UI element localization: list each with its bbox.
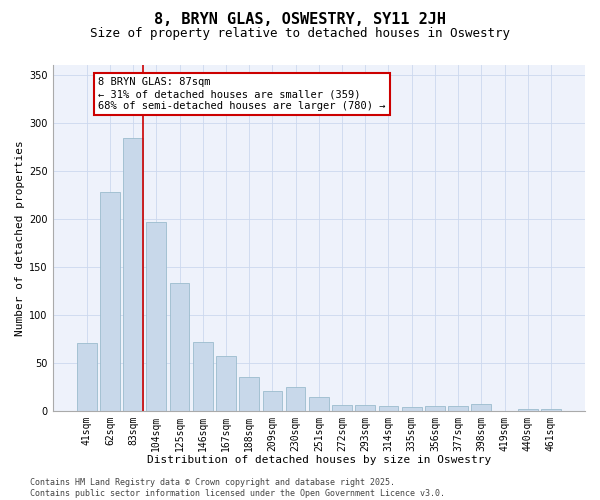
Bar xyxy=(355,405,375,410)
Bar xyxy=(309,398,329,410)
Bar xyxy=(286,386,305,410)
Bar xyxy=(541,409,561,410)
Y-axis label: Number of detached properties: Number of detached properties xyxy=(15,140,25,336)
Bar xyxy=(448,406,468,410)
Text: Size of property relative to detached houses in Oswestry: Size of property relative to detached ho… xyxy=(90,28,510,40)
Bar xyxy=(472,404,491,410)
Bar xyxy=(332,405,352,410)
Bar xyxy=(123,138,143,410)
Bar xyxy=(77,344,97,410)
Bar xyxy=(239,377,259,410)
Bar xyxy=(100,192,120,410)
Text: 8 BRYN GLAS: 87sqm
← 31% of detached houses are smaller (359)
68% of semi-detach: 8 BRYN GLAS: 87sqm ← 31% of detached hou… xyxy=(98,78,386,110)
Bar xyxy=(193,342,212,410)
Text: 8, BRYN GLAS, OSWESTRY, SY11 2JH: 8, BRYN GLAS, OSWESTRY, SY11 2JH xyxy=(154,12,446,28)
Bar xyxy=(518,409,538,410)
Bar xyxy=(216,356,236,410)
Text: Contains HM Land Registry data © Crown copyright and database right 2025.
Contai: Contains HM Land Registry data © Crown c… xyxy=(30,478,445,498)
Bar xyxy=(379,406,398,410)
Bar xyxy=(146,222,166,410)
Bar xyxy=(425,406,445,410)
X-axis label: Distribution of detached houses by size in Oswestry: Distribution of detached houses by size … xyxy=(147,455,491,465)
Bar xyxy=(170,283,190,410)
Bar xyxy=(402,407,422,410)
Bar xyxy=(263,390,282,410)
